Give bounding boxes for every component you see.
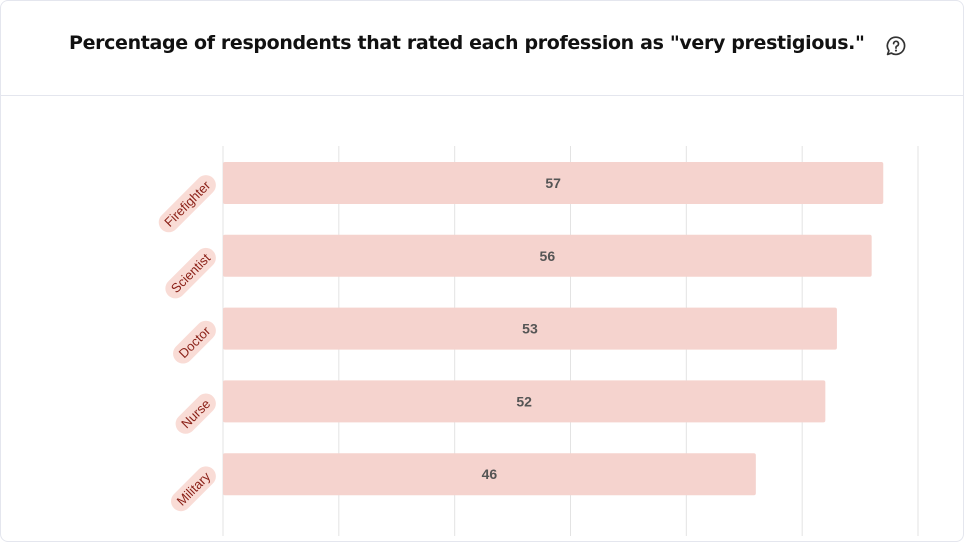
bar[interactable] bbox=[223, 453, 756, 496]
category-label: Doctor bbox=[173, 320, 216, 364]
category-label-pill bbox=[171, 466, 216, 512]
chart-header: Percentage of respondents that rated eac… bbox=[1, 1, 963, 96]
category-label-pill bbox=[165, 247, 216, 299]
category-label-pill bbox=[158, 175, 216, 233]
category-label: Military bbox=[171, 466, 216, 512]
bar-value-label: 56 bbox=[540, 248, 556, 264]
bar[interactable] bbox=[223, 162, 884, 204]
bar-value-label: 46 bbox=[482, 466, 498, 482]
bar-value-label: 53 bbox=[522, 321, 538, 337]
bar[interactable] bbox=[223, 234, 872, 277]
category-label-text: Firefighter bbox=[161, 177, 213, 229]
category-label-pill bbox=[175, 393, 216, 434]
category-label-pill bbox=[173, 320, 216, 364]
category-label: Firefighter bbox=[158, 175, 216, 233]
category-label: Scientist bbox=[165, 247, 216, 299]
help-bubble-icon[interactable] bbox=[885, 35, 907, 57]
bar-value-label: 57 bbox=[545, 175, 561, 191]
category-label-text: Scientist bbox=[168, 250, 214, 296]
chart-title: Percentage of respondents that rated eac… bbox=[69, 32, 865, 54]
bar-chart: 57 Firefighter 56 Scientist 53 Doctor 52 Nurse 4… bbox=[1, 96, 963, 536]
bar[interactable] bbox=[223, 307, 837, 350]
bar[interactable] bbox=[223, 380, 826, 423]
bar-value-label: 52 bbox=[516, 393, 532, 409]
category-label: Nurse bbox=[175, 393, 216, 434]
bar-chart-svg: 57 Firefighter 56 Scientist 53 Doctor 52 Nurse 4… bbox=[158, 146, 919, 536]
